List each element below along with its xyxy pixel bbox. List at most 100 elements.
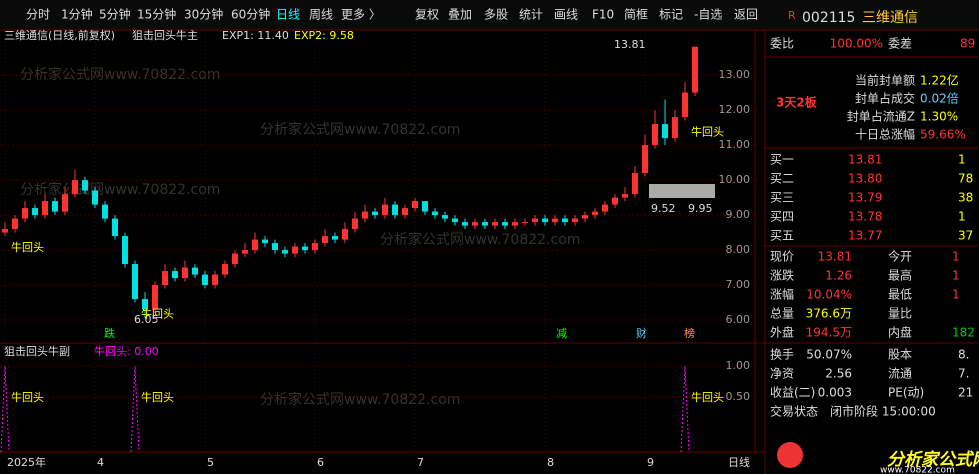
candle-body xyxy=(52,201,58,212)
stat-label: 最高 xyxy=(888,268,912,283)
stat-label: 最低 xyxy=(888,288,912,302)
event-tag: 减 xyxy=(556,327,567,340)
stat-label: 换手 xyxy=(770,348,794,362)
signal-label: 牛回头 xyxy=(11,390,44,404)
book-volume: 1 xyxy=(958,153,966,167)
candle-body xyxy=(632,173,638,195)
toolbar-item[interactable]: F10 xyxy=(592,8,614,22)
candle-body xyxy=(472,222,478,226)
candle-body xyxy=(542,218,548,223)
exp1: EXP1: 11.40 xyxy=(222,29,289,42)
toolbar-item[interactable]: 日线 xyxy=(276,8,300,22)
toolbar-item[interactable]: 30分钟 xyxy=(184,7,223,22)
signal-spike xyxy=(0,366,10,453)
candle-body xyxy=(252,239,258,251)
toolbar-item[interactable]: 返回 xyxy=(734,8,758,22)
candle-body xyxy=(442,215,448,219)
toolbar-item[interactable]: 周线 xyxy=(309,8,333,22)
candle-body xyxy=(262,239,268,244)
candle-body xyxy=(512,222,518,226)
candle-body xyxy=(82,180,88,191)
candle-body xyxy=(692,46,698,93)
stat-value: 8. xyxy=(958,348,969,362)
candle-body xyxy=(112,218,118,237)
info-label: 封单占流通Z xyxy=(847,109,915,124)
y-tick-label: 12.00 xyxy=(719,103,751,116)
stat-label: 交易状态 xyxy=(770,404,818,419)
stat-label: 涨幅 xyxy=(770,287,794,302)
candle-body xyxy=(612,197,618,205)
toolbar-item[interactable]: 15分钟 xyxy=(137,7,176,22)
book-price: 13.79 xyxy=(848,191,882,205)
toolbar-item[interactable]: 分时 xyxy=(26,8,50,22)
toolbar-item[interactable]: 叠加 xyxy=(448,8,472,22)
x-tick-label: 5 xyxy=(207,456,214,469)
book-volume: 1 xyxy=(958,210,966,224)
stat-value: 1.26 xyxy=(825,269,852,283)
candle-body xyxy=(422,201,428,212)
candle-body xyxy=(682,92,688,118)
book-price: 13.80 xyxy=(848,172,882,186)
sub-value: 牛回头: 0.00 xyxy=(94,344,159,358)
toolbar-item[interactable]: 简框 xyxy=(624,8,648,22)
stat-value: 1 xyxy=(952,288,960,302)
signal-label: 牛回头 xyxy=(141,307,174,321)
book-label: 买一 xyxy=(770,153,794,167)
candle-body xyxy=(522,222,528,224)
toolbar-item[interactable]: 复权 xyxy=(415,8,439,22)
stat-label: 总量 xyxy=(770,307,794,321)
info-value: 1.22亿 xyxy=(920,73,959,88)
candle-body xyxy=(282,250,288,254)
signal-label: 牛回头 xyxy=(691,390,724,404)
toolbar-item[interactable]: 1分钟 xyxy=(61,7,93,22)
toolbar-item[interactable]: -自选 xyxy=(694,8,722,22)
toolbar-item[interactable]: 统计 xyxy=(519,8,543,22)
y-tick-label: 7.00 xyxy=(726,278,751,291)
candle-body xyxy=(362,211,368,219)
x-tick-label: 6 xyxy=(317,456,324,469)
watermark: 分析家公式网www.70822.com xyxy=(20,181,220,198)
indicator-name: 狙击回头牛主 xyxy=(132,28,198,42)
watermark: 分析家公式网www.70822.com xyxy=(260,121,460,138)
candle-body xyxy=(582,215,588,219)
candle-body xyxy=(122,236,128,265)
y-tick-label: 6.00 xyxy=(726,313,751,326)
stat-value: 21 xyxy=(958,386,973,400)
stat-value: 376.6万 xyxy=(806,307,852,321)
candle-body xyxy=(372,211,378,216)
candle-body xyxy=(622,194,628,198)
highlight-box xyxy=(649,184,715,198)
toolbar-item[interactable]: 多股 xyxy=(484,8,508,22)
y-tick-label: 1.00 xyxy=(726,359,751,372)
toolbar-item[interactable]: 标记 xyxy=(659,8,683,22)
candle-body xyxy=(302,246,308,251)
info-label: 封单占成交 xyxy=(855,91,915,106)
candle-body xyxy=(152,285,158,310)
candle-body xyxy=(352,218,358,230)
candle-body xyxy=(642,145,648,174)
signal-label: 牛回头 xyxy=(141,390,174,404)
toolbar-item[interactable]: 5分钟 xyxy=(99,7,131,22)
candle-body xyxy=(22,208,28,219)
toolbar-item[interactable]: 更多 〉 xyxy=(341,8,381,22)
x-tick-label: 8 xyxy=(547,456,554,469)
candle-body xyxy=(342,229,348,240)
toolbar-item[interactable]: 60分钟 xyxy=(231,7,270,22)
board: 3天2板 xyxy=(776,95,818,110)
sub-indicator: 狙击回头牛副 xyxy=(4,344,70,358)
book-label: 买五 xyxy=(770,229,794,243)
candle-body xyxy=(382,204,388,216)
candle-body xyxy=(402,208,408,216)
candle-body xyxy=(482,222,488,226)
candle-body xyxy=(652,124,658,146)
signal-label: 牛回头 xyxy=(11,240,44,254)
candle-body xyxy=(212,274,218,286)
candle-body xyxy=(312,243,318,251)
info-label: 十日总涨幅 xyxy=(855,127,915,142)
info-label: 当前封单额 xyxy=(855,73,915,88)
candle-body xyxy=(202,274,208,286)
candle-body xyxy=(142,299,148,310)
toolbar-item[interactable]: 画线 xyxy=(554,8,578,22)
candle-body xyxy=(322,236,328,244)
candle-body xyxy=(172,271,178,279)
